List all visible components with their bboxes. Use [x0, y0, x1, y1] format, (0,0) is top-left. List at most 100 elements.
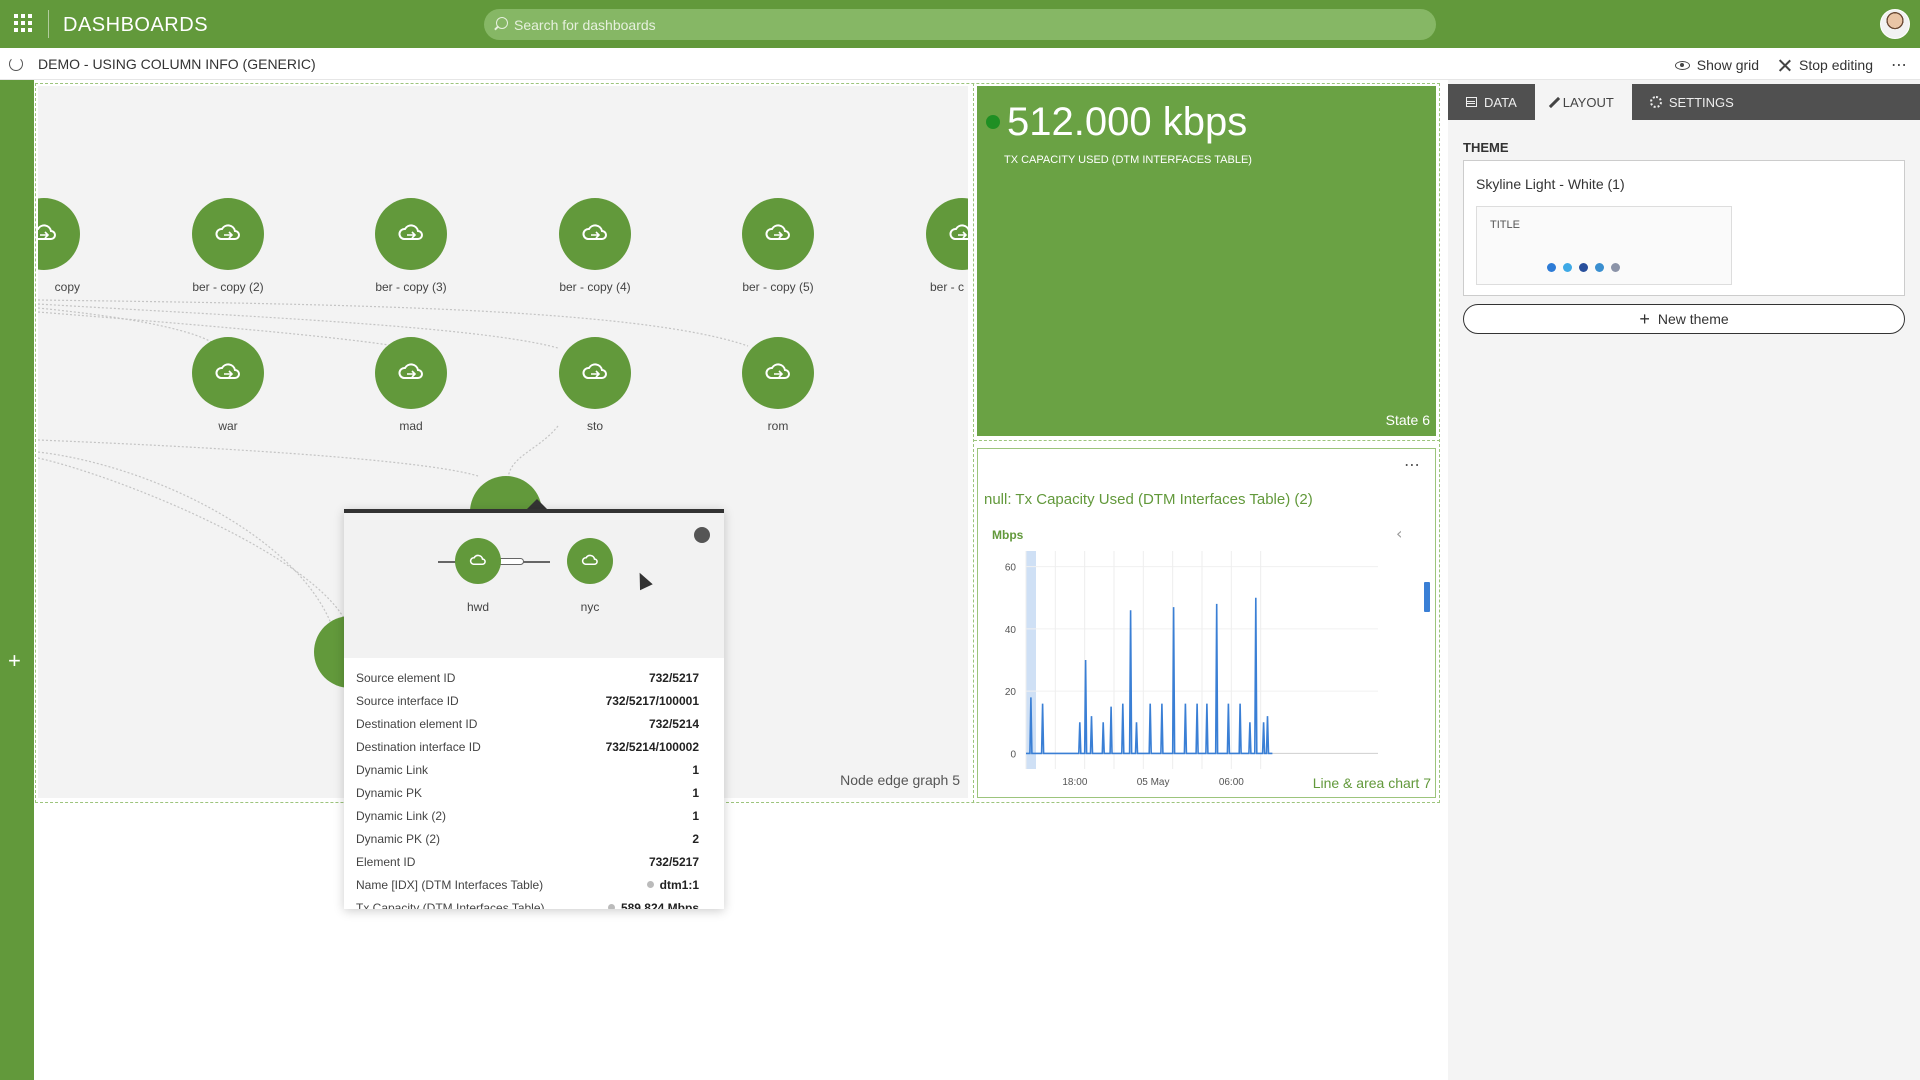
property-label: Source interface ID	[356, 693, 459, 708]
property-row: Tx Capacity (DTM Interfaces Table) 589.82…	[356, 896, 699, 909]
cloud-link-icon	[582, 363, 607, 379]
new-theme-button[interactable]: + New theme	[1463, 304, 1905, 334]
property-value-text: 589.824 Mbps	[620, 900, 699, 910]
node-label: mad	[399, 419, 423, 433]
cloud-link-icon	[398, 224, 423, 240]
chart-title: null: Tx Capacity Used (DTM Interfaces T…	[984, 491, 1313, 508]
cloud-link-icon	[582, 224, 607, 240]
cloud-link-icon	[581, 554, 598, 565]
property-label: Dynamic PK (2)	[356, 831, 441, 846]
cloud-link-icon	[765, 224, 790, 240]
property-value: 1	[692, 763, 699, 777]
graph-node-rom[interactable]: rom	[742, 337, 814, 433]
chart-selection-band	[1026, 551, 1036, 769]
chart-x-tick-label: 18:00	[1062, 777, 1087, 788]
app-launcher-icon[interactable]	[14, 14, 32, 32]
popup-source-label: hwd	[466, 600, 489, 614]
graph-node-ber-copy-4[interactable]: ber - copy (4)	[559, 198, 631, 294]
state-panel[interactable]: 512.000 kbps TX CAPACITY USED (DTM INTER…	[977, 86, 1436, 436]
theme-color-dot	[1595, 263, 1604, 272]
property-value-text: 2	[692, 831, 699, 846]
graph-node-ber-copy-3[interactable]: ber - copy (3)	[375, 198, 447, 294]
graph-node-mad[interactable]: mad	[375, 337, 447, 433]
more-options-icon[interactable]: ⋯	[1891, 57, 1908, 74]
tab-settings[interactable]: SETTINGS	[1632, 84, 1752, 120]
chevron-left-icon: ‹	[1396, 524, 1402, 543]
graph-node-ber-copy-5[interactable]: ber - copy (5)	[742, 198, 814, 294]
search-input[interactable]	[514, 9, 1414, 40]
node-label: ber - copy (2)	[192, 280, 264, 294]
property-label: Element ID	[356, 854, 416, 869]
dashboard-canvas	[35, 83, 1440, 803]
more-options-icon[interactable]: ⋯	[1404, 457, 1421, 474]
refresh-icon[interactable]	[9, 57, 23, 71]
left-edit-strip: +	[0, 80, 34, 1080]
theme-card[interactable]: Skyline Light - White (1) TITLE	[1463, 160, 1905, 296]
property-row: Destination interface ID 732/5214/100002	[356, 735, 699, 758]
top-bar: DASHBOARDS	[0, 0, 1920, 48]
graph-node-ber-copy-2[interactable]: ber - copy (2)	[192, 198, 264, 294]
chart-y-tick-label: 0	[1010, 749, 1016, 760]
chart-y-tick-label: 40	[1005, 625, 1017, 636]
dashboard-title: DEMO - USING COLUMN INFO (GENERIC)	[38, 56, 316, 72]
theme-color-dot	[1611, 263, 1620, 272]
popup-dest-label: nyc	[580, 600, 600, 614]
edit-side-panel: DATA LAYOUT SETTINGS THEME Skyline Light…	[1448, 80, 1920, 1080]
property-row: Dynamic PK (2) 2	[356, 827, 699, 850]
status-dot	[607, 904, 615, 909]
chart-scroll-marker	[1424, 582, 1430, 612]
property-label: Tx Capacity (DTM Interfaces Table)	[356, 900, 545, 910]
popup-node-source[interactable]	[455, 538, 501, 584]
property-value-text: dtm1:1	[659, 877, 699, 892]
edge-details-popup: hwd nyc Source element ID 732/5217 Source …	[344, 509, 724, 909]
popup-header: hwd nyc	[344, 513, 724, 658]
tab-label: SETTINGS	[1668, 94, 1734, 110]
property-value: 732/5217/100001	[606, 694, 699, 708]
search-box[interactable]	[484, 9, 1436, 40]
state-panel-label: State 6	[1385, 412, 1430, 428]
property-value: dtm1:1	[646, 877, 699, 892]
chart-y-tick-label: 60	[1005, 563, 1017, 574]
property-value-text: 732/5217	[648, 854, 699, 869]
property-label: Dynamic PK	[356, 785, 423, 800]
line-chart-panel[interactable]: ⋯ null: Tx Capacity Used (DTM Interfaces…	[977, 448, 1436, 798]
graph-node-sto[interactable]: sto	[559, 337, 631, 433]
chart-plot[interactable]: Mbps ‹ 0 20 40 60 18:00 05 May 06:00	[978, 449, 1437, 799]
node-label: ber - copy (4)	[559, 280, 631, 294]
popup-node-dest[interactable]	[567, 538, 613, 584]
chart-series-line	[1026, 597, 1273, 755]
graph-node-ber-c[interactable]: ber - c	[926, 198, 968, 294]
cloud-link-icon	[38, 224, 56, 240]
plus-icon: +	[1639, 309, 1650, 329]
theme-preview: TITLE	[1476, 206, 1732, 285]
tab-label: DATA	[1484, 94, 1517, 110]
node-label: ber - c	[930, 280, 965, 294]
property-row: Source element ID 732/5217	[356, 666, 699, 689]
graph-node-war[interactable]: war	[192, 337, 264, 433]
graph-links	[38, 299, 749, 647]
close-icon[interactable]	[694, 527, 710, 543]
theme-preview-title: TITLE	[1490, 219, 1520, 231]
property-row: Destination element ID 732/5214	[356, 712, 699, 735]
chart-y-axis-label: Mbps	[992, 528, 1024, 542]
property-label: Name [IDX] (DTM Interfaces Table)	[356, 877, 544, 892]
property-value-text: 1	[692, 785, 699, 800]
node-label: war	[218, 419, 238, 433]
graph-node-copy[interactable]: copy	[38, 198, 80, 294]
table-icon	[1466, 97, 1477, 107]
status-dot	[646, 881, 654, 888]
tab-data[interactable]: DATA	[1448, 84, 1535, 120]
cloud-link-icon	[215, 224, 240, 240]
theme-heading: THEME	[1463, 140, 1509, 155]
add-component-icon[interactable]: +	[8, 648, 21, 673]
stop-editing-button[interactable]: Stop editing	[1777, 57, 1873, 73]
property-value-text: 1	[692, 762, 699, 777]
tab-layout[interactable]: LAYOUT	[1534, 84, 1632, 120]
show-grid-button[interactable]: Show grid	[1674, 57, 1759, 73]
cloud-link-icon	[215, 363, 240, 379]
user-avatar[interactable]	[1880, 9, 1910, 39]
node-label: rom	[767, 419, 789, 433]
theme-color-dot	[1547, 263, 1556, 272]
property-value-text: 732/5214/100002	[605, 739, 699, 754]
topbar-divider	[48, 10, 49, 38]
